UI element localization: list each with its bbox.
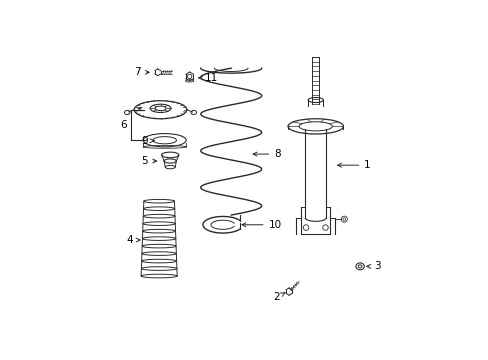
Text: 8: 8 (274, 149, 280, 159)
Text: 3: 3 (373, 261, 380, 271)
Text: 9: 9 (141, 136, 148, 146)
Text: 2: 2 (273, 292, 280, 302)
Text: 7: 7 (134, 67, 141, 77)
Text: 10: 10 (268, 220, 281, 230)
Text: 1: 1 (364, 160, 370, 170)
Text: 11: 11 (204, 73, 218, 83)
Text: 5: 5 (141, 156, 148, 166)
Text: 6: 6 (120, 120, 126, 130)
Text: 4: 4 (126, 235, 133, 245)
